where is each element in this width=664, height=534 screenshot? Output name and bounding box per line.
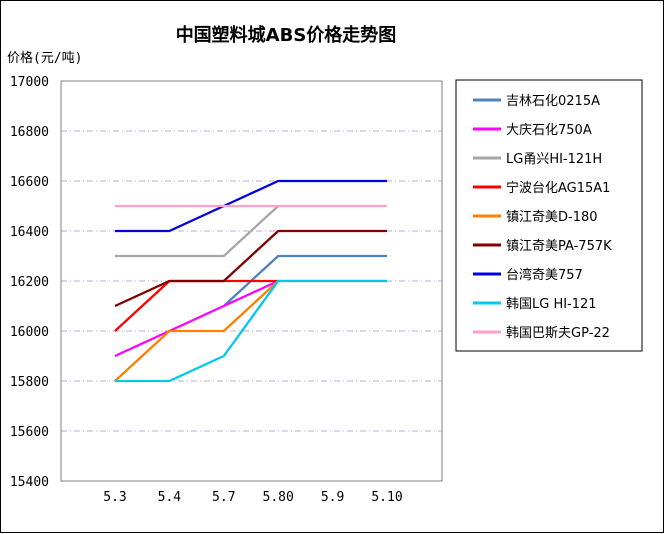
series-line-7 [115, 179, 387, 233]
chart-title: 中国塑料城ABS价格走势图 [176, 24, 397, 46]
legend-entry-5: 镇江奇美D-180 [473, 209, 598, 225]
legend: 吉林石化0215A 大庆石化750A LG甬兴HI-121H 宁波台化AG15A1 镇江… [455, 79, 643, 352]
plot-area [60, 80, 443, 482]
x-tick-label: 5.4 [158, 490, 182, 505]
legend-entry-2: 大庆石化750A [473, 123, 592, 138]
series-line-6 [114, 229, 387, 308]
legend-label: 吉林石化0215A [506, 94, 600, 109]
series-lines [114, 179, 387, 383]
x-tick-label: 5.9 [321, 490, 344, 505]
x-tick-label: 5.80 [263, 490, 294, 505]
legend-label: LG甬兴HI-121H [506, 152, 602, 167]
legend-label: 韩国巴斯夫GP-22 [506, 326, 610, 341]
y-tick-label: 15400 [10, 475, 49, 490]
x-tick-label: 5.7 [212, 490, 235, 505]
x-tick-labels: 5.3 5.4 5.7 5.80 5.9 5.10 [103, 490, 402, 505]
legend-entry-1: 吉林石化0215A [473, 94, 600, 109]
series-line-8 [115, 279, 387, 383]
y-tick-label: 17000 [10, 75, 49, 90]
y-tick-label: 16000 [10, 325, 49, 340]
series-line-2 [114, 279, 279, 358]
legend-entry-3: LG甬兴HI-121H [473, 152, 602, 167]
legend-entry-4: 宁波台化AG15A1 [473, 180, 610, 196]
y-tick-label: 15600 [10, 425, 49, 440]
series-line-4 [114, 279, 279, 332]
legend-entry-8: 韩国LG HI-121 [473, 297, 597, 312]
x-tick-label: 5.3 [103, 490, 126, 505]
legend-label: 宁波台化AG15A1 [506, 180, 610, 196]
y-tick-label: 16800 [10, 125, 49, 140]
legend-label: 台湾奇美757 [506, 267, 583, 283]
y-axis-label: 价格(元/吨) [7, 50, 82, 66]
y-tick-label: 16200 [10, 275, 49, 290]
legend-label: 镇江奇美PA-757K [506, 238, 612, 254]
y-tick-label: 16400 [10, 225, 49, 240]
legend-label: 大庆石化750A [506, 123, 592, 138]
legend-entry-9: 韩国巴斯夫GP-22 [473, 326, 610, 341]
legend-entry-6: 镇江奇美PA-757K [473, 238, 612, 254]
x-tick-label: 5.10 [371, 490, 402, 505]
legend-label: 镇江奇美D-180 [506, 209, 598, 225]
legend-label: 韩国LG HI-121 [506, 297, 597, 312]
y-tick-labels: 15400 15600 15800 16000 16200 16400 16600 16800… [10, 75, 49, 490]
y-tick-label: 15800 [10, 375, 49, 390]
legend-entry-7: 台湾奇美757 [473, 267, 583, 283]
series-line-3 [115, 205, 279, 258]
y-tick-label: 16600 [10, 175, 49, 190]
